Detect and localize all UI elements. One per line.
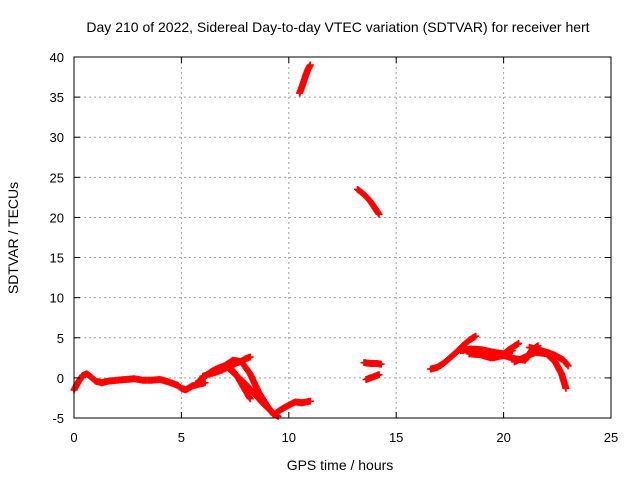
y-tick-label: -5 [52, 411, 64, 426]
data-point [515, 339, 523, 347]
series-segment-5 [225, 364, 282, 420]
plot-frame [73, 56, 612, 419]
x-tick-label: 10 [282, 430, 296, 445]
y-tick-label: 10 [50, 291, 64, 306]
y-tick-label: 35 [50, 90, 64, 105]
data-point [201, 379, 209, 387]
data-point [274, 412, 282, 420]
data-point [306, 397, 314, 405]
data-point [246, 353, 254, 361]
y-tick-label: 15 [50, 251, 64, 266]
data-point [375, 371, 383, 379]
y-tick-label: 5 [57, 331, 64, 346]
y-axis-label: SDTVAR / TECUs [5, 182, 21, 294]
series-segment-15 [525, 343, 572, 370]
x-tick-label: 5 [178, 430, 185, 445]
data-point [563, 361, 571, 369]
data-point [513, 340, 521, 348]
x-tick-label: 20 [496, 430, 510, 445]
y-tick-label: 20 [50, 210, 64, 225]
series-segment-1 [70, 370, 209, 394]
data-point [377, 360, 385, 368]
data-point [472, 332, 480, 340]
data-point [246, 395, 254, 403]
y-tick-label: 40 [50, 50, 64, 65]
y-tick-label: 25 [50, 170, 64, 185]
data-point [564, 362, 572, 370]
x-tick-label: 25 [604, 430, 618, 445]
data-points [70, 61, 572, 420]
y-tick-label: 30 [50, 130, 64, 145]
chart-title: Day 210 of 2022, Sidereal Day-to-day VTE… [86, 19, 589, 35]
series-segment-9 [362, 371, 383, 383]
x-tick-label: 15 [389, 430, 403, 445]
x-axis-label: GPS time / hours [287, 457, 394, 473]
data-point [562, 384, 570, 392]
x-tick-label: 0 [70, 430, 77, 445]
series-segment-8 [360, 359, 385, 368]
series-segment-6 [296, 61, 314, 97]
y-tick-label: 0 [57, 371, 64, 386]
series-segment-7 [354, 185, 383, 218]
data-point [375, 210, 383, 218]
data-point [306, 61, 314, 69]
axis-ticks: 0 5 10 15 20 25 -5 0 5 10 15 20 25 30 35 40 [50, 50, 619, 445]
